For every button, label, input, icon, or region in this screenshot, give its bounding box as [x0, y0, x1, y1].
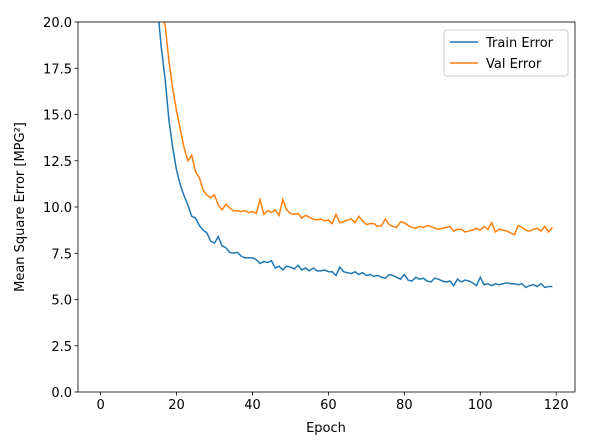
x-tick-label: 40: [244, 398, 261, 413]
y-tick-label: 10.0: [43, 201, 72, 216]
y-tick-label: 5.0: [51, 294, 72, 309]
y-tick-label: 15.0: [43, 109, 72, 124]
plot-area: [158, 22, 553, 289]
axes-frame: [77, 21, 576, 393]
y-axis-label: Mean Square Error [MPG²]: [13, 122, 28, 292]
y-tick-label: 12.5: [43, 155, 72, 170]
x-tick-label: 80: [396, 398, 413, 413]
y-tick-label: 20.0: [43, 16, 72, 31]
x-tick-label: 0: [96, 398, 104, 413]
x-tick-label: 120: [544, 398, 569, 413]
data-line: [163, 22, 553, 236]
legend-label: Val Error: [486, 57, 542, 72]
y-tick-label: 0.0: [51, 386, 72, 401]
data-line: [158, 22, 553, 289]
y-tick-label: 2.5: [51, 340, 72, 355]
y-tick-label: 7.5: [51, 247, 72, 262]
x-axis-label: Epoch: [306, 421, 346, 436]
legend-label: Train Error: [485, 36, 554, 51]
y-tick-label: 17.5: [43, 62, 72, 77]
x-tick-label: 60: [320, 398, 337, 413]
x-tick-label: 100: [468, 398, 493, 413]
x-tick-label: 20: [168, 398, 185, 413]
